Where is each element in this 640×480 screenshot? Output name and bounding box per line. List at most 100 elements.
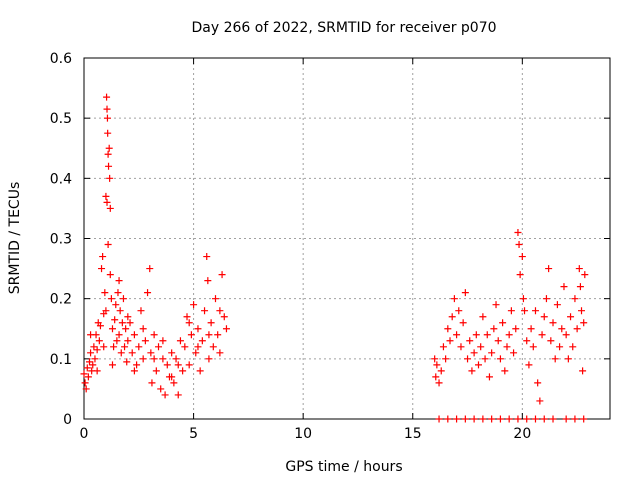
data-point (122, 325, 130, 333)
data-point (190, 301, 198, 309)
data-point (157, 385, 165, 393)
data-point (111, 316, 119, 324)
data-point (100, 343, 108, 351)
data-point (580, 319, 588, 327)
data-point (116, 307, 124, 315)
data-point (444, 415, 452, 423)
data-point (457, 343, 465, 351)
data-point (580, 415, 588, 423)
data-point (578, 307, 586, 315)
data-point (91, 355, 99, 363)
data-point (209, 343, 217, 351)
data-point (540, 415, 548, 423)
data-point (444, 325, 452, 333)
data-point (187, 331, 195, 339)
data-point (549, 319, 557, 327)
data-point (516, 271, 524, 279)
data-point (216, 307, 224, 315)
data-point (106, 271, 114, 279)
data-point (103, 198, 111, 206)
data-point (488, 415, 496, 423)
data-point (531, 415, 539, 423)
data-point (205, 331, 213, 339)
data-point (222, 325, 230, 333)
x-tick-label: 10 (294, 426, 312, 442)
data-point (531, 307, 539, 315)
data-point (110, 343, 118, 351)
data-point (196, 367, 204, 375)
data-point (479, 313, 487, 321)
data-point (439, 343, 447, 351)
data-point (466, 337, 474, 345)
data-point (198, 337, 206, 345)
data-point (540, 313, 548, 321)
data-point (124, 337, 132, 345)
y-tick-label: 0 (63, 412, 72, 428)
data-point (103, 93, 111, 101)
data-point (435, 379, 443, 387)
grid-lines (84, 58, 610, 419)
data-point (95, 337, 103, 345)
data-point (514, 228, 522, 236)
data-point (106, 174, 114, 182)
data-point (453, 331, 461, 339)
data-point (446, 337, 454, 345)
data-point (525, 361, 533, 369)
data-point (212, 295, 219, 303)
data-point (99, 253, 107, 261)
data-point (194, 325, 202, 333)
data-point (147, 349, 155, 357)
data-point (174, 361, 182, 369)
data-point (103, 105, 111, 113)
data-point (490, 325, 498, 333)
data-point (150, 355, 158, 363)
data-point (435, 415, 443, 423)
data-point (174, 391, 182, 399)
data-point (459, 319, 467, 327)
data-point (93, 367, 101, 375)
data-point (485, 373, 493, 381)
data-point (505, 331, 513, 339)
data-point (569, 343, 577, 351)
data-point (470, 349, 478, 357)
x-axis-label: GPS time / hours (285, 459, 402, 475)
data-point (159, 337, 167, 345)
data-point (163, 361, 171, 369)
data-point (551, 355, 559, 363)
data-point (461, 289, 469, 297)
data-point (220, 313, 228, 321)
data-point (126, 319, 134, 327)
y-axis-ticks: 0 0.1 0.2 0.3 0.4 0.5 0.6 (50, 51, 610, 428)
data-point (181, 343, 189, 351)
y-tick-label: 0.4 (50, 171, 72, 187)
data-point (106, 204, 114, 212)
data-point (108, 361, 116, 369)
data-point (85, 358, 93, 366)
data-point (130, 367, 138, 375)
data-point (104, 129, 112, 137)
x-tick-label: 15 (404, 426, 422, 442)
data-point (155, 343, 163, 351)
data-point (562, 415, 570, 423)
data-point (105, 144, 113, 152)
data-point (479, 415, 487, 423)
data-point (507, 307, 515, 315)
data-point (468, 367, 476, 375)
data-point (538, 331, 546, 339)
data-point (84, 373, 92, 381)
data-point (488, 349, 496, 357)
data-point (104, 241, 112, 249)
data-point (101, 289, 109, 297)
data-point (455, 307, 463, 315)
data-point (150, 331, 158, 339)
data-point (118, 319, 126, 327)
data-point (515, 241, 523, 249)
data-point (183, 313, 191, 321)
x-tick-label: 0 (80, 426, 89, 442)
data-point (204, 277, 212, 285)
data-point (214, 331, 222, 339)
data-point (512, 325, 520, 333)
data-point (113, 337, 121, 345)
data-point (505, 415, 513, 423)
data-point (124, 313, 132, 321)
